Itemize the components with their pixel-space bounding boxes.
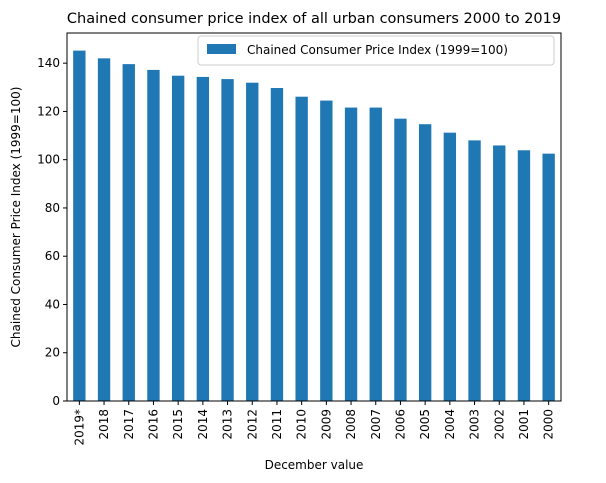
x-tick-label: 2001 xyxy=(517,409,531,440)
x-axis-label: December value xyxy=(265,458,364,472)
y-tick-label: 120 xyxy=(37,104,60,118)
bar xyxy=(147,69,160,401)
x-tick-label: 2008 xyxy=(344,409,358,440)
bar-series xyxy=(73,50,555,402)
legend-label: Chained Consumer Price Index (1999=100) xyxy=(247,43,508,57)
x-tick-label: 2016 xyxy=(146,409,160,440)
legend-box xyxy=(197,35,555,66)
bar xyxy=(394,118,407,401)
bar xyxy=(418,124,432,402)
y-tick-label: 0 xyxy=(52,394,60,408)
x-tick-label: 2019* xyxy=(72,409,86,446)
legend-swatch xyxy=(207,44,236,54)
bar xyxy=(542,153,555,401)
bar xyxy=(493,145,506,401)
y-tick-label: 80 xyxy=(45,201,60,215)
bar xyxy=(122,64,135,401)
x-tick-label: 2005 xyxy=(418,409,432,440)
y-axis: 0 20 40 60 80 100 120 140 xyxy=(37,56,67,408)
bar xyxy=(320,100,333,402)
bar xyxy=(468,140,481,401)
bar xyxy=(97,58,111,401)
x-tick-label: 2004 xyxy=(443,409,457,440)
x-tick-label: 2013 xyxy=(221,409,235,440)
x-tick-label: 2018 xyxy=(97,409,111,440)
x-tick-label: 2007 xyxy=(369,409,383,440)
chart-title: Chained consumer price index of all urba… xyxy=(67,11,561,27)
x-tick-label: 2006 xyxy=(393,409,407,440)
x-tick-label: 2014 xyxy=(196,409,210,440)
plot-frame xyxy=(66,32,562,402)
bar xyxy=(517,150,531,401)
bar xyxy=(246,82,259,401)
x-tick-label: 2017 xyxy=(122,409,136,440)
y-tick-label: 20 xyxy=(45,346,60,360)
x-tick-label: 2010 xyxy=(295,409,309,440)
x-tick-label: 2002 xyxy=(492,409,506,440)
bar xyxy=(270,88,284,402)
bar xyxy=(369,107,382,401)
y-tick-label: 140 xyxy=(37,56,60,70)
x-tick-label: 2012 xyxy=(245,409,259,440)
bar xyxy=(171,75,185,401)
x-tick-label: 2000 xyxy=(542,409,556,440)
legend: Chained Consumer Price Index (1999=100) xyxy=(197,35,555,66)
bar xyxy=(73,50,86,402)
y-tick-label: 100 xyxy=(37,153,60,167)
y-tick-label: 60 xyxy=(45,249,60,263)
bar xyxy=(221,79,234,402)
x-tick-label: 2003 xyxy=(468,409,482,440)
bar xyxy=(196,76,210,401)
x-tick-label: 2009 xyxy=(319,409,333,440)
x-axis: 2019* 2018 2017 2016 2015 2014 2013 2012 2011 201… xyxy=(72,401,556,446)
x-tick-label: 2011 xyxy=(270,409,284,440)
y-tick-label: 40 xyxy=(45,297,60,311)
bar xyxy=(443,132,457,402)
x-tick-label: 2015 xyxy=(171,409,185,440)
bar xyxy=(344,107,358,401)
y-axis-label: Chained Consumer Price Index (1999=100) xyxy=(9,87,23,348)
bar xyxy=(295,96,308,401)
